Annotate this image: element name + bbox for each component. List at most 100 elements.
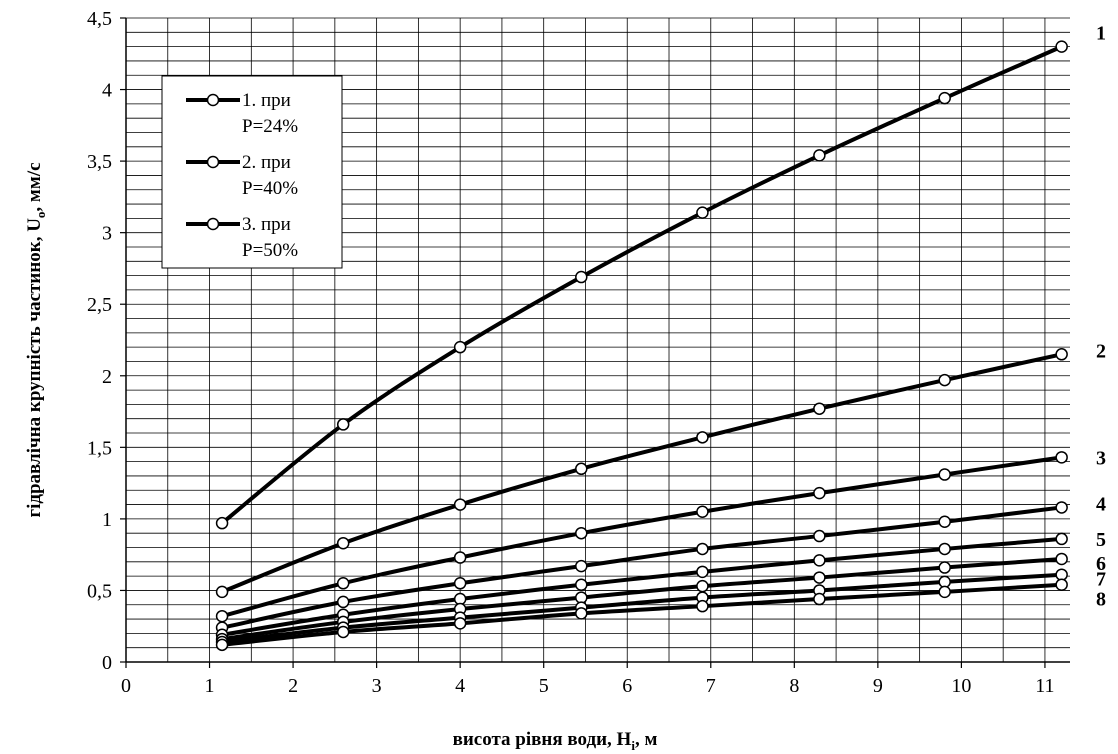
data-point — [1055, 501, 1068, 514]
y-tick-labels: 0 0,5 1 1,5 2 2,5 3 3,5 4 4,5 — [87, 8, 112, 674]
data-point — [453, 340, 467, 354]
legend: 1. при P=24% 2. при P=40% 3. при P=50% — [161, 75, 343, 269]
series-2 — [215, 348, 1068, 599]
series-1 — [215, 40, 1068, 530]
data-point — [215, 638, 229, 652]
data-point — [696, 505, 709, 518]
x-tick-label: 0 — [121, 675, 131, 697]
curve-label-6: 6 — [1096, 553, 1106, 575]
x-tick-label: 4 — [455, 675, 465, 697]
x-axis-title: висота рівня води, Hi, м — [453, 729, 658, 753]
axes — [120, 17, 1070, 668]
x-tick-label: 3 — [372, 675, 382, 697]
y-tick-label: 3,5 — [87, 151, 112, 173]
data-point — [1055, 578, 1068, 591]
legend-label: 3. при — [242, 214, 291, 235]
data-point — [813, 529, 826, 543]
data-point — [696, 206, 709, 219]
y-tick-label: 2,5 — [87, 294, 112, 316]
series-line — [221, 455, 1062, 619]
data-point — [575, 578, 588, 591]
data-point — [696, 579, 709, 593]
data-point — [938, 373, 951, 387]
legend-label-value: P=40% — [242, 178, 298, 199]
data-point — [938, 585, 951, 599]
y-tick-label: 4,5 — [87, 8, 112, 30]
series-4 — [215, 501, 1068, 634]
data-point — [696, 565, 709, 579]
curve-label-1: 1 — [1096, 23, 1106, 45]
x-tick-label: 10 — [951, 675, 971, 697]
series-line — [221, 505, 1062, 630]
data-point — [938, 91, 951, 105]
data-point — [336, 625, 350, 639]
curve-label-7: 7 — [1096, 569, 1106, 591]
y-tick-label: 1 — [102, 509, 112, 531]
x-tick-label: 8 — [789, 675, 799, 697]
series-group — [215, 40, 1068, 652]
data-point — [453, 498, 467, 511]
data-point — [1055, 348, 1068, 361]
series-line — [221, 556, 1062, 642]
data-point — [575, 270, 588, 284]
data-point — [813, 149, 826, 162]
data-point — [938, 542, 951, 556]
data-point — [696, 599, 709, 613]
curve-label-4: 4 — [1096, 493, 1106, 515]
data-point — [696, 542, 709, 556]
series-5 — [215, 532, 1068, 642]
series-3 — [215, 451, 1068, 623]
data-point — [938, 468, 951, 481]
legend-label: 1. при — [242, 90, 291, 111]
series-line — [221, 582, 1062, 647]
data-point — [575, 526, 588, 540]
data-point — [336, 536, 350, 550]
data-point — [813, 571, 826, 584]
data-point — [1055, 532, 1068, 546]
data-point — [938, 515, 951, 529]
curve-label-3: 3 — [1096, 447, 1106, 469]
data-point — [1055, 552, 1068, 566]
x-tick-label: 9 — [873, 675, 883, 697]
x-tick-label: 7 — [706, 675, 716, 697]
data-point — [575, 462, 588, 476]
y-tick-label: 1,5 — [87, 437, 112, 459]
y-tick-label: 0,5 — [87, 580, 112, 602]
x-tick-label: 6 — [622, 675, 632, 697]
legend-entry: 1. при P=24% — [186, 90, 298, 137]
curve-label-5: 5 — [1096, 529, 1106, 551]
data-point — [453, 577, 467, 590]
data-point — [453, 617, 467, 630]
x-tick-labels: 0 1 2 3 4 5 6 7 8 9 10 11 — [121, 675, 1055, 697]
data-point — [336, 418, 350, 431]
x-tick-label: 5 — [539, 675, 549, 697]
x-tick-label: 2 — [288, 675, 298, 697]
x-tick-label: 1 — [205, 675, 215, 697]
legend-box — [161, 75, 343, 269]
series-8 — [215, 578, 1068, 652]
data-point — [813, 402, 826, 415]
data-point — [336, 577, 350, 590]
data-point — [215, 609, 229, 623]
y-tick-label: 3 — [102, 223, 112, 245]
y-tick-label: 2 — [102, 366, 112, 388]
data-point — [215, 516, 229, 530]
legend-marker — [206, 93, 220, 107]
data-point — [575, 559, 588, 573]
curve-label-8: 8 — [1096, 589, 1106, 611]
y-tick-label: 0 — [102, 652, 112, 674]
series-line — [221, 352, 1063, 594]
data-point — [215, 585, 229, 599]
grid — [126, 17, 1070, 662]
y-tick-label: 4 — [102, 80, 112, 102]
data-point — [813, 486, 826, 500]
series-line — [221, 536, 1062, 637]
data-point — [1055, 40, 1068, 53]
data-point — [453, 551, 467, 564]
series-line — [221, 572, 1062, 644]
series-6 — [215, 552, 1068, 646]
x-tick-label: 11 — [1035, 675, 1054, 697]
data-point — [1055, 451, 1068, 464]
